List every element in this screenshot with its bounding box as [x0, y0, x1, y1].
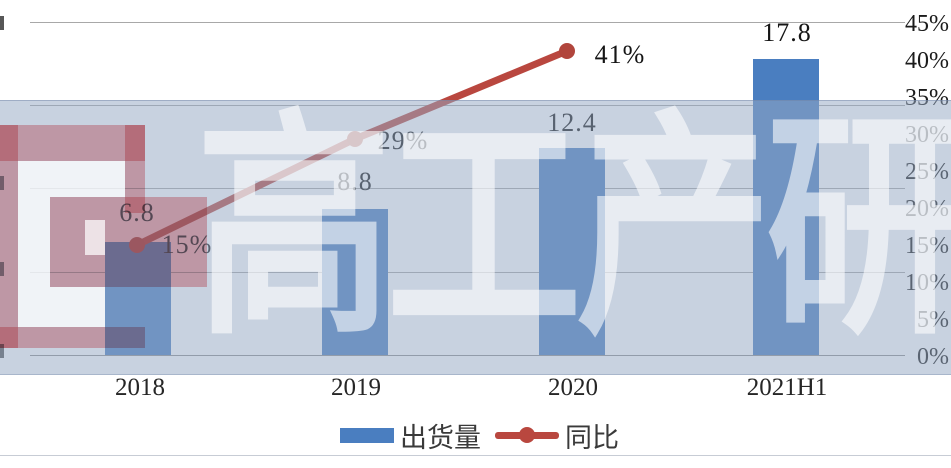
legend-label-yoy: 同比 [565, 422, 619, 453]
chart-bottom-border [0, 455, 951, 456]
watermark-logo-g-icon [0, 327, 145, 348]
x-label-2018: 2018 [115, 374, 165, 401]
legend-label-shipments: 出货量 [400, 422, 481, 453]
legend-bar-swatch-icon [340, 427, 394, 443]
line-value-2020: 41% [594, 40, 646, 69]
legend: 出货量 同比 [340, 420, 619, 453]
line-marker-2020 [559, 43, 575, 59]
watermark-logo-white-ring [18, 197, 50, 327]
gridline-20 [30, 22, 905, 23]
watermark-logo-g-icon [50, 197, 207, 287]
x-label-2021H1: 2021H1 [746, 374, 828, 401]
right-tick-40: 40% [905, 48, 949, 74]
legend-line-marker-icon [519, 426, 535, 443]
x-label-2019: 2019 [331, 374, 381, 401]
watermark-logo-g-icon [0, 125, 18, 348]
watermark-logo-white-core [85, 220, 105, 255]
legend-item-shipments: 出货量 [340, 416, 481, 455]
bar-value-2021H1: 17.8 [762, 18, 812, 47]
watermark-logo-g-icon [125, 125, 145, 213]
watermark-logo-white-ring [50, 287, 105, 327]
legend-line-swatch-icon [495, 426, 559, 444]
watermark-logo-g-icon [0, 125, 145, 161]
x-label-2020: 2020 [548, 374, 598, 401]
clipped-left-axis-label [0, 16, 4, 30]
watermark-text: 高工产研 [196, 94, 951, 362]
right-tick-45: 45% [905, 11, 949, 37]
legend-item-yoy: 同比 [495, 416, 619, 455]
watermark-logo-white-ring [18, 161, 125, 197]
